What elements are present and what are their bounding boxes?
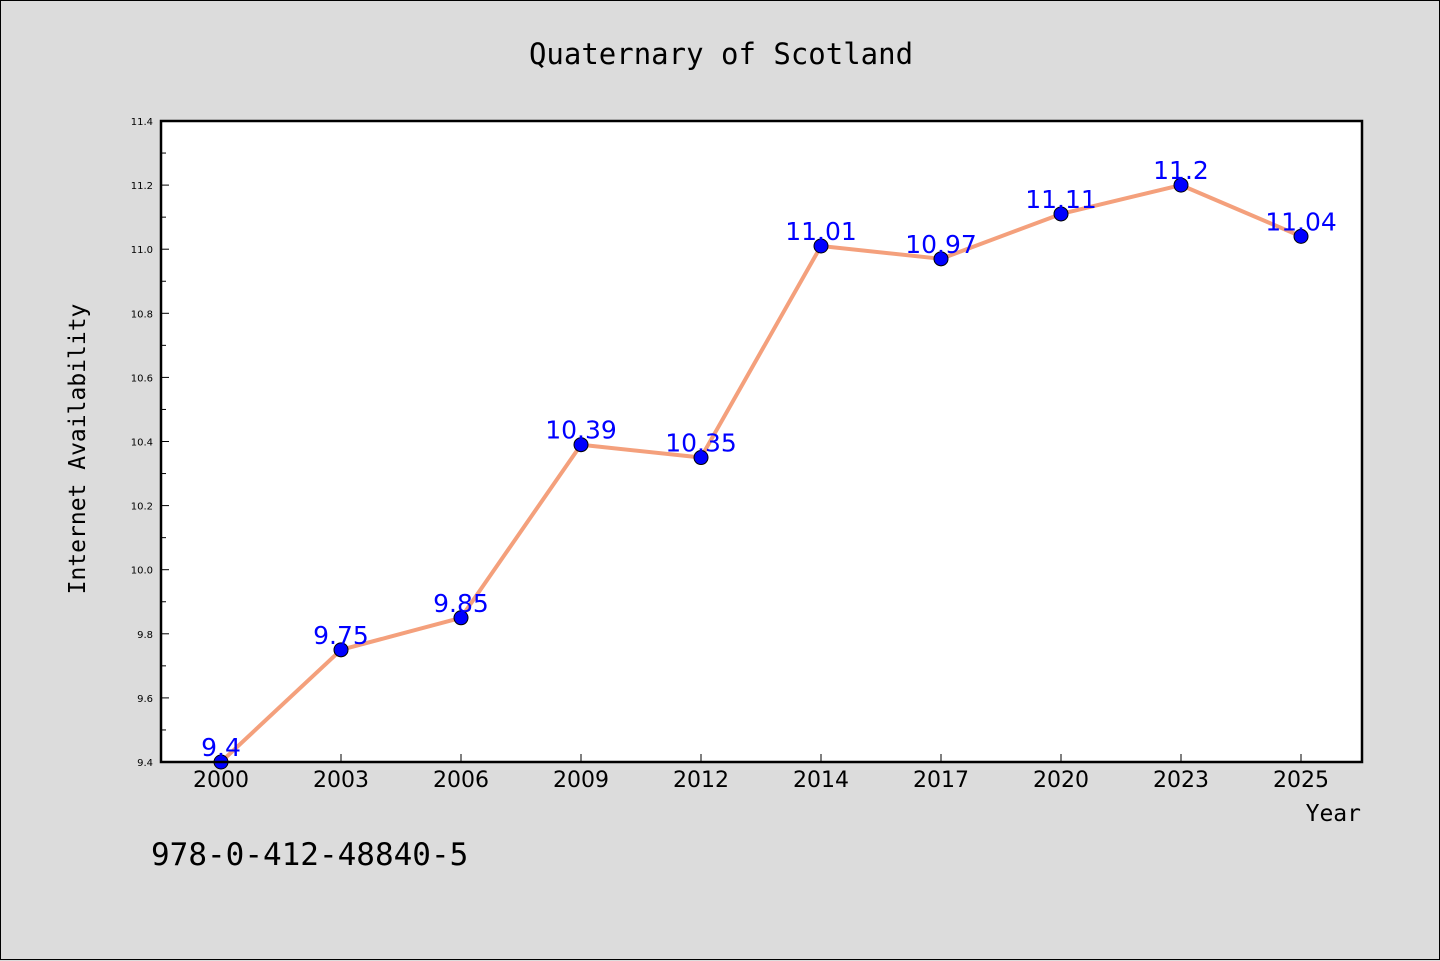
y-tick-label: 10.8 (131, 309, 153, 320)
y-tick-label: 10.4 (131, 438, 153, 449)
y-tick-label: 10.6 (131, 373, 153, 384)
data-label: 10.97 (905, 230, 977, 259)
data-label: 10.35 (665, 429, 737, 458)
y-tick-label: 9.8 (137, 630, 153, 641)
data-label: 9.85 (433, 589, 489, 618)
data-point (453, 610, 469, 626)
data-point (693, 450, 709, 466)
x-tick-label: 2003 (313, 768, 369, 793)
data-point (813, 238, 829, 254)
x-tick-label: 2009 (553, 768, 609, 793)
x-axis-label: Year (1306, 801, 1361, 827)
data-label: 11.11 (1025, 185, 1097, 214)
data-point (1173, 177, 1189, 193)
x-axis-ticks: 2000 2003 2006 2009 2012 2014 2017 2020 2023 2025 (193, 754, 1329, 793)
data-point (333, 642, 349, 658)
y-tick-label: 11.4 (131, 117, 153, 128)
x-tick-label: 2025 (1273, 768, 1329, 793)
data-point (933, 251, 949, 267)
x-tick-label: 2014 (793, 768, 849, 793)
series-line (219, 183, 1302, 764)
data-point (573, 437, 589, 453)
y-tick-label: 10.0 (131, 566, 153, 577)
plot-frame (159, 119, 1364, 764)
y-tick-label: 11.2 (131, 181, 153, 192)
data-label: 11.01 (785, 217, 857, 246)
data-label: 9.4 (201, 733, 241, 762)
y-axis-label: Internet Availability (65, 304, 91, 595)
data-label: 11.2 (1153, 156, 1209, 185)
y-tick-label: 9.6 (137, 694, 153, 705)
x-tick-label: 2006 (433, 768, 489, 793)
data-label: 9.75 (313, 621, 369, 650)
data-point (1293, 228, 1309, 244)
data-label: 10.39 (545, 416, 617, 445)
chart-title: Quaternary of Scotland (529, 37, 913, 71)
footer-isbn: 978-0-412-48840-5 (151, 837, 468, 873)
y-axis-ticks: 9.4 9.6 9.8 10.0 10.2 10.4 10.6 10.8 11.0 11.2 11.… (131, 117, 169, 769)
x-tick-label: 2020 (1033, 768, 1089, 793)
x-tick-label: 2017 (913, 768, 969, 793)
x-tick-label: 2012 (673, 768, 729, 793)
data-label: 11.04 (1265, 207, 1337, 236)
data-series: 9.4 9.75 9.85 10.39 10.35 11.01 10.97 11.11 11.2… (201, 156, 1337, 770)
x-tick-label: 2000 (193, 768, 249, 793)
y-tick-label: 11.0 (131, 245, 153, 256)
y-tick-label: 9.4 (137, 758, 153, 769)
x-tick-label: 2023 (1153, 768, 1209, 793)
data-point (1053, 206, 1069, 222)
y-tick-label: 10.2 (131, 502, 153, 513)
plot-area (161, 121, 1362, 762)
